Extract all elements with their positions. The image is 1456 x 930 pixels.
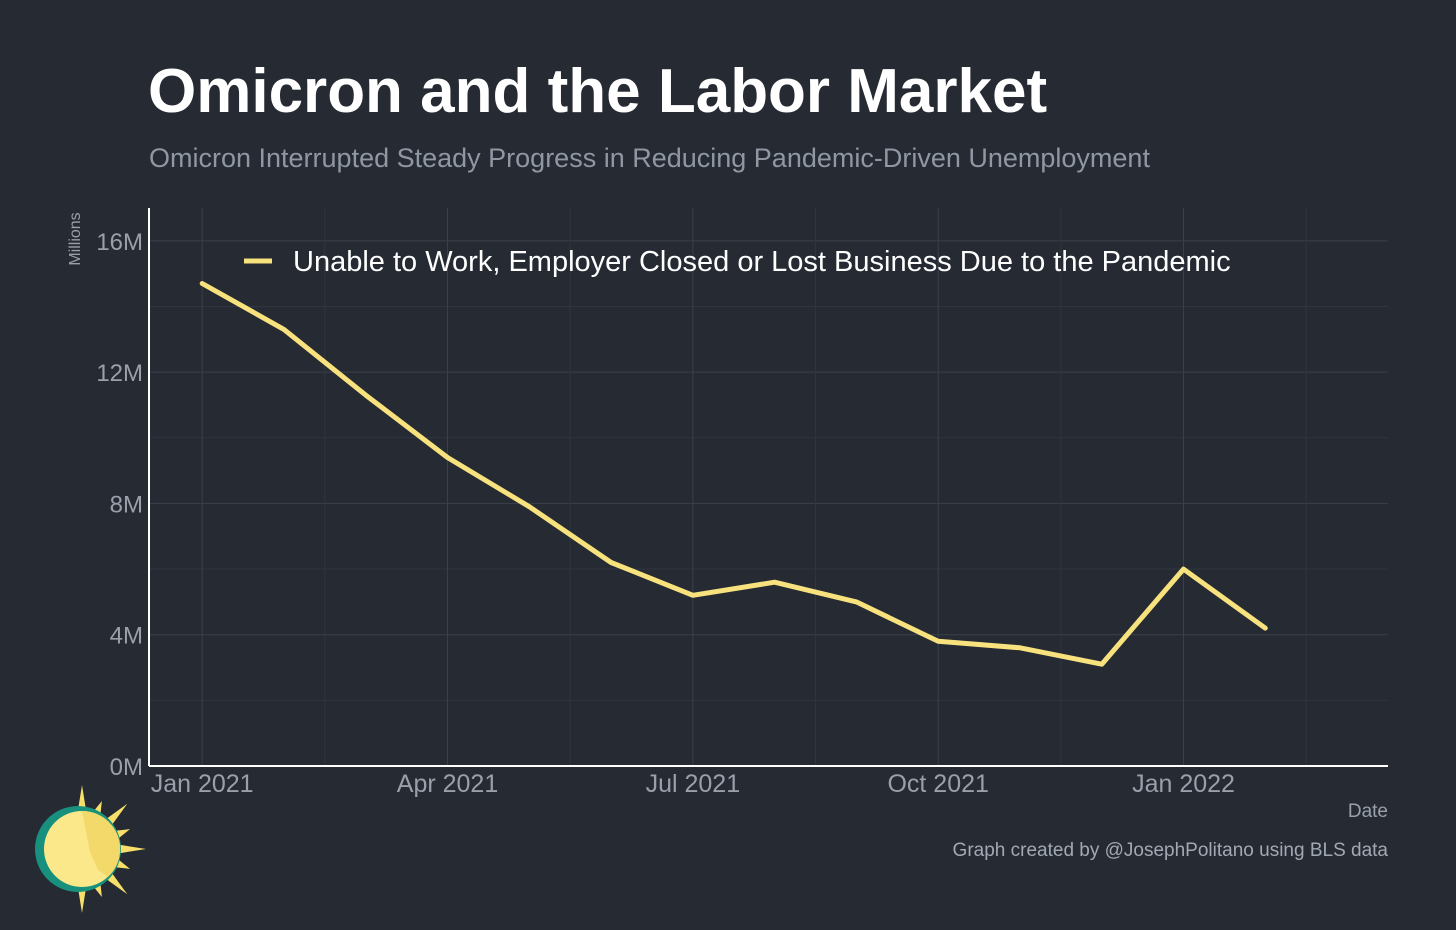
sun-face-shade [82,810,121,877]
x-tick-label: Apr 2021 [397,770,498,798]
x-tick-label: Jul 2021 [646,770,741,798]
sun-ray [105,872,128,895]
series-line [199,281,1268,667]
grid-lines [149,208,1388,767]
x-tick-label: Jan 2021 [151,770,254,798]
x-axis-title: Date [1348,801,1388,822]
sun-ray [77,886,87,913]
chart-subtitle: Omicron Interrupted Steady Progress in R… [149,143,1150,173]
sun-ray [105,803,128,826]
y-tick-label: 4M [110,623,143,650]
y-tick-label: 8M [110,491,143,518]
y-tick-label: 12M [96,360,143,387]
chart-title: Omicron and the Labor Market [148,57,1048,126]
sun-logo-icon [35,785,146,913]
x-tick-label: Oct 2021 [887,770,988,798]
sun-ray [119,844,146,854]
legend: Unable to Work, Employer Closed or Lost … [244,246,1231,278]
y-tick-label: 16M [96,229,143,256]
x-tick-label: Jan 2022 [1132,770,1235,798]
y-axis-title: Millions [67,212,84,265]
legend-label: Unable to Work, Employer Closed or Lost … [293,246,1231,278]
x-tick-labels: Jan 2021 Apr 2021 Jul 2021 Oct 2021 Jan 2022 [151,770,1235,798]
y-tick-labels: 0M 4M 8M 12M 16M [96,229,143,781]
sun-ray [77,785,87,812]
source-credit: Graph created by @JosephPolitano using B… [952,840,1388,861]
y-tick-label: 0M [110,754,143,781]
